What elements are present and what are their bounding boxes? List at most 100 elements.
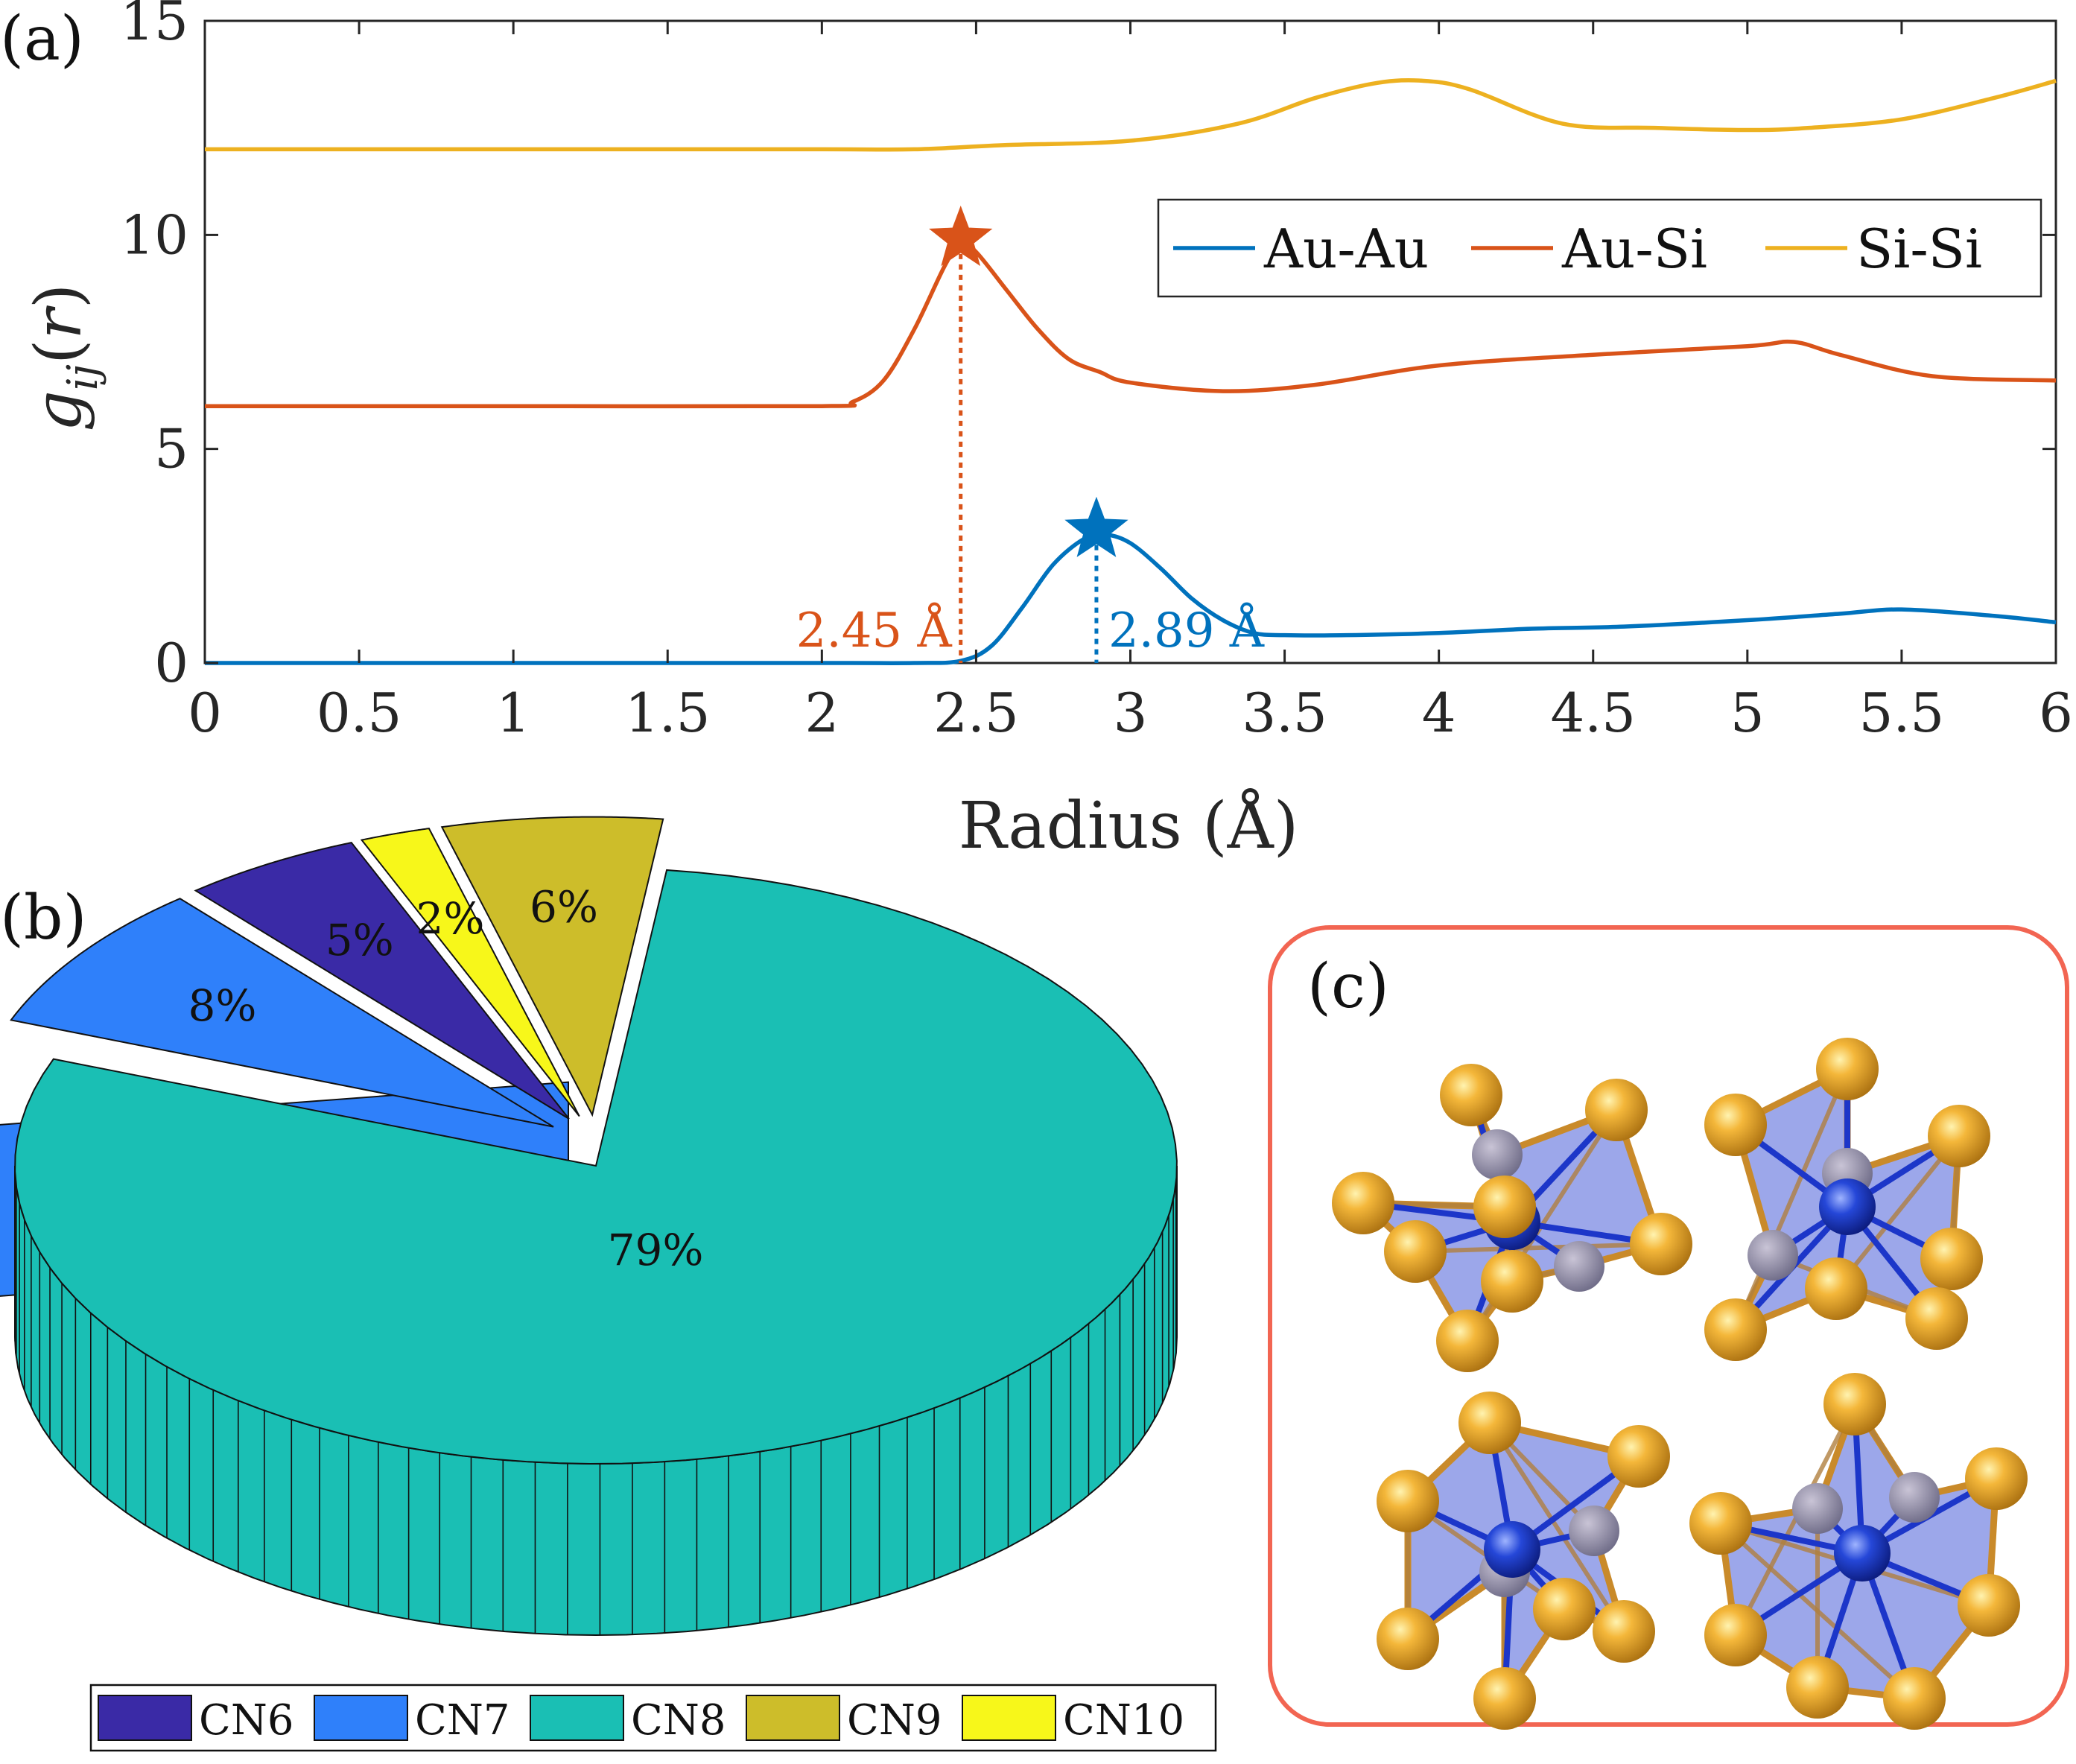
legend-entry: Si-Si: [1856, 218, 1982, 280]
au-atom: [1607, 1425, 1670, 1488]
au-atom: [1704, 1298, 1767, 1361]
au-atom: [1704, 1094, 1767, 1156]
structures-frame: [1268, 925, 2069, 1727]
au-cluster-4: [1689, 1373, 2028, 1730]
pie-legend-entry: CN7: [415, 1696, 510, 1745]
au-atom-back: [1889, 1472, 1940, 1523]
au-au-bond: [1488, 1421, 1626, 1633]
panel-label-a: (a): [0, 4, 84, 74]
au-atom: [1473, 1667, 1536, 1730]
series-line-au-au: [205, 532, 2057, 665]
pie-legend-entry: CN10: [1063, 1696, 1184, 1745]
pie-slice-top: [360, 828, 580, 1117]
au-atom: [1905, 1287, 1968, 1350]
au-atom: [1958, 1574, 2020, 1637]
pie-percent-label: 6%: [530, 881, 598, 932]
pie-percent-label: 2%: [416, 893, 485, 944]
peak-star-marker: [929, 205, 993, 267]
x-tick-label: 5: [1730, 682, 1765, 744]
x-tick-label: 2: [804, 682, 839, 744]
pie-slice-top: [440, 816, 664, 1117]
au-atom: [1689, 1492, 1752, 1555]
au-atom: [1965, 1447, 2028, 1510]
panel-label-c: (c): [1307, 951, 1389, 1022]
rdf-chart: (a) 2.45 Å 2.89 Å 0 0.5 1 1.5 2 2.5 3 3.5 4 4.5 5 5.…: [0, 0, 2073, 863]
x-tick-label: 6: [2039, 682, 2073, 744]
pie-legend-entry: CN9: [847, 1696, 942, 1745]
si-atom: [1819, 1178, 1876, 1235]
pie-legend-entry: CN8: [631, 1696, 726, 1745]
au-atom: [1481, 1250, 1543, 1313]
peak-star-marker: [1064, 496, 1129, 557]
rdf-annotations: 2.45 Å 2.89 Å: [796, 205, 1265, 663]
pie-legend-swatch: [962, 1695, 1056, 1741]
y-tick-label: 10: [120, 203, 188, 266]
au-au-bond: [1733, 1067, 1850, 1331]
series-line-au-si: [205, 241, 2057, 409]
au-cluster-1: [1332, 1064, 1692, 1372]
au-atom: [1384, 1220, 1447, 1283]
x-tick-label: 1: [496, 682, 530, 744]
legend-entry: Au-Si: [1561, 218, 1707, 280]
x-tick-label: 2.5: [933, 682, 1019, 744]
peak-label: 2.45 Å: [796, 603, 953, 659]
au-cluster-2: [1704, 1038, 1990, 1361]
au-atom: [1533, 1578, 1596, 1640]
au-atom: [1436, 1310, 1499, 1372]
x-tick-label: 4.5: [1550, 682, 1636, 744]
pie-slice-cn6: [194, 842, 570, 1120]
pie-percent-label: 5%: [326, 915, 394, 965]
au-atom: [1630, 1213, 1692, 1275]
au-atom-back: [1472, 1129, 1523, 1180]
y-tick-label: 5: [154, 418, 188, 480]
au-au-bond: [1834, 1135, 1961, 1290]
pie-slice-cn8: [14, 869, 1178, 1637]
pie-slice-labels: 8% 79% 5% 2% 6%: [188, 881, 703, 1275]
au-atom: [1805, 1257, 1867, 1320]
rdf-y-ticks: 0 5 10 15: [120, 0, 2056, 694]
x-tick-label: 0.5: [317, 682, 402, 744]
au-atom-back: [1554, 1241, 1604, 1292]
au-atom-back: [1748, 1230, 1798, 1281]
pie-legend-swatch: [746, 1695, 840, 1741]
y-axis-title: gij(r): [22, 284, 107, 432]
au-au-bond: [1718, 1521, 1917, 1701]
cluster-images: [1332, 1038, 2028, 1730]
au-atom: [1816, 1038, 1879, 1100]
pie-legend-swatch: [98, 1695, 192, 1741]
cn-pie-chart: (b) 8% 79% 5% 2% 6% CN6 CN7 CN8 CN9 CN10: [0, 816, 1217, 1752]
au-atom: [1928, 1105, 1990, 1167]
legend-box: [1157, 198, 2042, 298]
x-tick-label: 0: [188, 682, 222, 744]
si-atom: [1484, 1521, 1540, 1578]
au-atom: [1473, 1176, 1536, 1238]
rdf-series: [205, 77, 2057, 665]
au-atom: [1332, 1172, 1394, 1234]
au-cluster-3: [1377, 1392, 1670, 1730]
pie-percent-label: 79%: [608, 1225, 704, 1275]
x-tick-label: 4: [1422, 682, 1456, 744]
au-atom: [1377, 1608, 1439, 1670]
au-atom: [1377, 1470, 1439, 1532]
au-atom: [1593, 1600, 1655, 1663]
au-atom: [1786, 1656, 1849, 1719]
rdf-legend: Au-Au Au-Si Si-Si: [1157, 198, 2042, 298]
au-au-bond: [1415, 1242, 1662, 1254]
pie-slice-cn10: [360, 828, 580, 1117]
si-atom: [1834, 1525, 1891, 1581]
x-tick-label: 3: [1114, 682, 1148, 744]
pie-slice-top: [14, 869, 1178, 1465]
panel-label-b: (b): [0, 883, 86, 954]
pie-slices: [0, 816, 1178, 1637]
pie-legend-swatch: [314, 1695, 408, 1741]
au-atom: [1883, 1667, 1946, 1730]
pie-percent-label: 8%: [188, 980, 256, 1031]
pie-legend-entry: CN6: [199, 1696, 293, 1745]
au-atom: [1458, 1392, 1521, 1454]
x-tick-label: 1.5: [625, 682, 711, 744]
x-axis-title: Radius (Å): [959, 788, 1299, 863]
y-tick-label: 0: [154, 632, 188, 694]
pie-slice-top: [10, 898, 554, 1128]
x-tick-label: 5.5: [1859, 682, 1945, 744]
